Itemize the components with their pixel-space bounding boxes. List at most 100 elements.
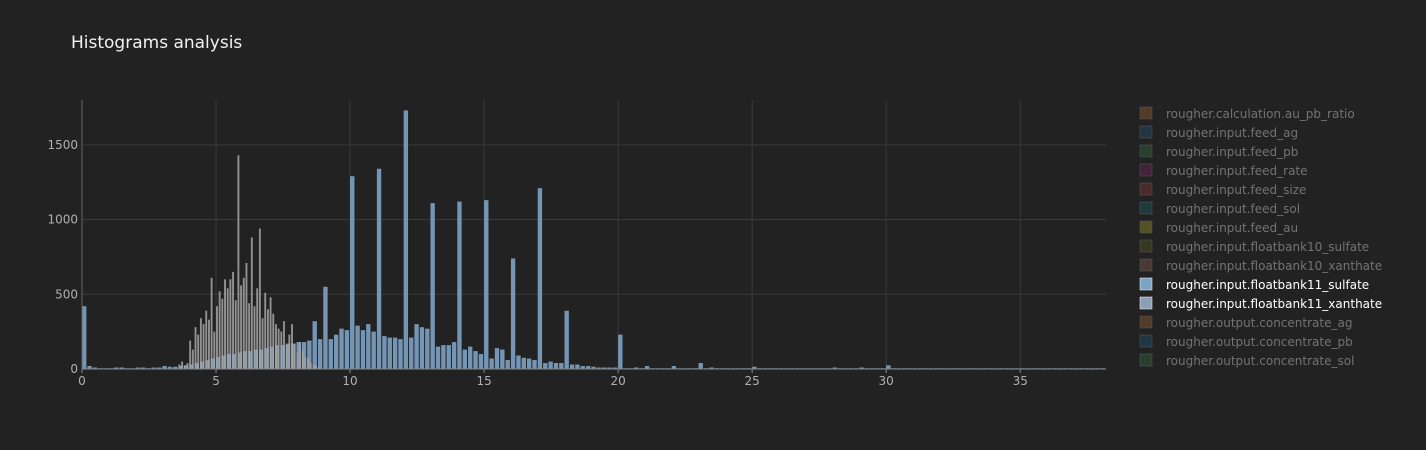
histogram-bar[interactable]	[886, 365, 891, 369]
legend-label[interactable]: rougher.input.floatbank11_sulfate	[1166, 278, 1369, 292]
histogram-bar[interactable]	[272, 313, 275, 369]
histogram-bar[interactable]	[253, 349, 258, 369]
histogram-bar[interactable]	[580, 366, 585, 369]
histogram-bar[interactable]	[266, 309, 269, 369]
histogram-bar[interactable]	[226, 288, 229, 369]
legend-item[interactable]: rougher.input.floatbank10_xanthate	[1139, 258, 1382, 273]
histogram-bar[interactable]	[296, 352, 299, 369]
legend-label[interactable]: rougher.input.floatbank10_sulfate	[1166, 240, 1369, 254]
histogram-bar[interactable]	[258, 228, 261, 369]
histogram-bar[interactable]	[280, 331, 283, 369]
histogram-bar[interactable]	[135, 367, 140, 369]
histogram-bar[interactable]	[564, 310, 569, 369]
histogram-bar[interactable]	[494, 348, 500, 369]
histogram-bar[interactable]	[409, 337, 414, 369]
histogram-bar[interactable]	[183, 366, 186, 369]
legend-label[interactable]: rougher.input.feed_pb	[1166, 145, 1298, 159]
legend-swatch[interactable]	[1139, 334, 1153, 348]
histogram-bar[interactable]	[229, 279, 232, 369]
histogram-bar[interactable]	[309, 363, 312, 369]
histogram-bar[interactable]	[317, 367, 320, 369]
histogram-bar[interactable]	[299, 342, 302, 369]
histogram-bar[interactable]	[253, 306, 256, 369]
legend-item[interactable]: rougher.input.feed_sol	[1139, 201, 1300, 216]
histogram-bar[interactable]	[269, 297, 272, 369]
legend-label[interactable]: rougher.input.feed_rate	[1166, 164, 1308, 178]
histogram-bar[interactable]	[360, 330, 366, 369]
legend-label[interactable]: rougher.input.feed_sol	[1166, 202, 1300, 216]
histogram-bar[interactable]	[339, 328, 344, 369]
histogram-bar[interactable]	[140, 367, 146, 369]
histogram-bar[interactable]	[446, 345, 451, 369]
legend-swatch[interactable]	[1139, 277, 1153, 291]
histogram-bar[interactable]	[537, 188, 543, 369]
histogram-bar[interactable]	[382, 336, 387, 369]
histogram-bar[interactable]	[191, 349, 194, 369]
legend[interactable]: rougher.calculation.au_pb_ratio rougher.i…	[1139, 106, 1382, 368]
histogram-bar[interactable]	[484, 200, 489, 369]
legend-item[interactable]: rougher.output.concentrate_pb	[1139, 334, 1353, 349]
histogram-bar[interactable]	[178, 364, 181, 369]
histogram-bar[interactable]	[245, 262, 248, 369]
histogram-bar[interactable]	[264, 348, 269, 369]
histogram-bar[interactable]	[500, 349, 505, 369]
histogram-bar[interactable]	[248, 303, 251, 369]
histogram-bar[interactable]	[248, 351, 253, 369]
histogram-bar[interactable]	[371, 331, 376, 369]
histogram-bar[interactable]	[234, 300, 237, 369]
histogram-bar[interactable]	[178, 366, 183, 369]
legend-swatch[interactable]	[1139, 201, 1153, 215]
histogram-bar[interactable]	[237, 155, 240, 369]
histogram-bar[interactable]	[181, 361, 184, 369]
histogram-bar[interactable]	[186, 363, 189, 369]
histogram-bar[interactable]	[296, 342, 301, 369]
legend-label[interactable]: rougher.input.feed_au	[1166, 221, 1298, 235]
legend-swatch[interactable]	[1139, 125, 1153, 139]
histogram-bar[interactable]	[569, 364, 575, 369]
histogram-bar[interactable]	[207, 319, 210, 369]
histogram-bar[interactable]	[414, 324, 419, 369]
histogram-bar[interactable]	[644, 366, 650, 369]
histogram-bar[interactable]	[301, 342, 307, 369]
histogram-bar[interactable]	[224, 279, 226, 369]
histogram-bar[interactable]	[430, 203, 435, 369]
legend-item[interactable]: rougher.input.feed_ag	[1139, 125, 1298, 140]
histogram-bar[interactable]	[285, 343, 291, 369]
legend-item[interactable]: rougher.input.floatbank11_sulfate	[1139, 277, 1369, 292]
legend-label[interactable]: rougher.output.concentrate_pb	[1166, 335, 1353, 349]
histogram-bar[interactable]	[283, 321, 285, 369]
legend-label[interactable]: rougher.output.concentrate_ag	[1166, 316, 1352, 330]
histogram-bar[interactable]	[197, 334, 200, 369]
histogram-bar[interactable]	[151, 367, 157, 369]
histogram-bar[interactable]	[532, 360, 537, 369]
histogram-bar[interactable]	[210, 277, 213, 369]
histogram-bar[interactable]	[189, 340, 192, 369]
histogram-bar[interactable]	[671, 366, 677, 369]
legend-swatch[interactable]	[1139, 182, 1153, 196]
histogram-bar[interactable]	[216, 306, 218, 369]
histogram-bar[interactable]	[167, 366, 173, 369]
histogram-bar[interactable]	[553, 363, 559, 369]
histogram-bar[interactable]	[435, 346, 441, 369]
legend-item[interactable]: rougher.input.feed_rate	[1139, 163, 1308, 178]
histogram-bar[interactable]	[119, 367, 124, 369]
histogram-bar[interactable]	[312, 364, 315, 369]
histogram-bar[interactable]	[218, 291, 221, 369]
histogram-bar[interactable]	[468, 346, 473, 369]
histogram-bar[interactable]	[288, 334, 291, 369]
legend-label[interactable]: rougher.input.floatbank10_xanthate	[1166, 259, 1382, 273]
histogram-bar[interactable]	[210, 358, 216, 369]
histogram-bar[interactable]	[478, 354, 484, 369]
histogram-bar[interactable]	[173, 366, 178, 369]
histogram-bar[interactable]	[269, 346, 275, 369]
histogram-bar[interactable]	[344, 330, 350, 369]
histogram-bar[interactable]	[301, 351, 304, 369]
legend-label[interactable]: rougher.input.floatbank11_xanthate	[1166, 297, 1382, 311]
legend-label[interactable]: rougher.output.concentrate_sol	[1166, 354, 1354, 368]
histogram-bar[interactable]	[256, 288, 259, 369]
legend-label[interactable]: rougher.input.feed_size	[1166, 183, 1306, 197]
histogram-bar[interactable]	[275, 345, 280, 369]
histogram-bar[interactable]	[87, 366, 92, 369]
histogram-bar[interactable]	[832, 367, 837, 369]
histogram-bar[interactable]	[291, 343, 296, 369]
